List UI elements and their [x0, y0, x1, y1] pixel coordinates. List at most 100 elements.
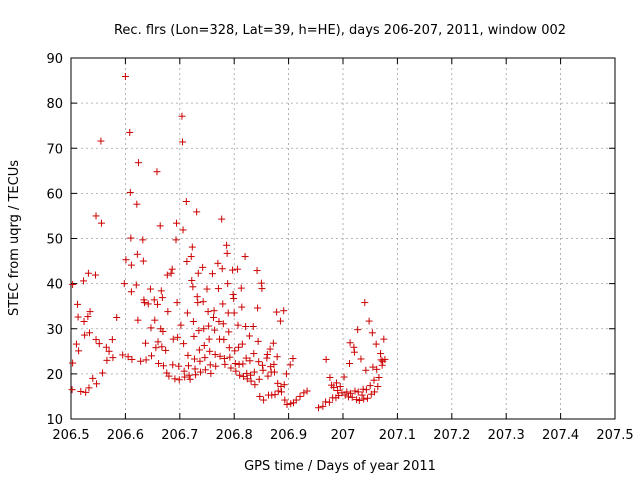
plot-frame [70, 57, 616, 420]
data-point [354, 326, 362, 334]
data-point [220, 355, 228, 363]
data-point [225, 344, 233, 352]
data-point [229, 290, 237, 298]
data-point [150, 296, 158, 304]
data-point [93, 380, 101, 388]
data-point [156, 222, 164, 230]
data-point [122, 256, 130, 264]
data-point [188, 276, 196, 284]
data-point [132, 281, 140, 289]
data-point [191, 365, 199, 373]
data-point [278, 388, 286, 396]
data-point [270, 360, 278, 368]
data-point [239, 360, 247, 368]
data-point [212, 362, 220, 370]
data-point [355, 396, 363, 404]
data-point [147, 324, 155, 332]
data-point [362, 366, 370, 374]
data-points [68, 73, 389, 412]
data-point [368, 329, 376, 337]
data-point [263, 350, 271, 358]
data-point [214, 259, 222, 267]
data-point [74, 300, 82, 308]
data-point [185, 362, 193, 370]
data-point [199, 263, 207, 271]
data-point [363, 394, 371, 402]
data-point [126, 188, 134, 196]
data-point [225, 328, 233, 336]
data-point [350, 343, 358, 351]
data-point [347, 389, 355, 397]
data-point [296, 392, 304, 400]
data-point [165, 372, 173, 380]
data-point [201, 354, 209, 362]
y-tick-label: 30 [46, 323, 63, 338]
data-point [168, 265, 176, 273]
data-point [120, 280, 128, 288]
data-point [380, 335, 388, 343]
x-tick-label: 207.4 [542, 428, 579, 443]
data-point [260, 396, 268, 404]
data-point [205, 322, 213, 330]
data-point [102, 343, 110, 351]
data-point [69, 281, 77, 289]
data-point [201, 366, 209, 374]
y-axis-label: STEC from uqrg / TECUs [7, 160, 22, 316]
x-tick-label: 206.5 [52, 428, 89, 443]
x-tick-label: 206.7 [161, 428, 198, 443]
data-point [142, 339, 150, 347]
data-point [137, 357, 145, 365]
data-point [366, 382, 374, 390]
data-point [182, 197, 190, 205]
data-point [186, 375, 194, 383]
data-point [378, 361, 386, 369]
data-point [258, 285, 266, 293]
data-point [68, 386, 76, 394]
data-point [157, 287, 165, 295]
data-point [375, 373, 383, 381]
data-point [119, 351, 127, 359]
data-point [85, 329, 93, 337]
x-tick-label: 207.1 [379, 428, 416, 443]
data-point [84, 313, 92, 321]
data-point [282, 370, 290, 378]
data-point [109, 354, 117, 362]
data-point [181, 373, 189, 381]
data-point [179, 226, 187, 234]
data-point [315, 404, 323, 412]
data-point [153, 300, 161, 308]
data-point [360, 395, 368, 403]
data-point [97, 219, 105, 227]
data-point [234, 321, 242, 329]
data-point [103, 356, 111, 364]
data-point [336, 383, 344, 391]
data-point [254, 304, 262, 312]
data-point [215, 318, 223, 326]
data-point [192, 371, 200, 379]
data-point [346, 359, 354, 367]
data-point [153, 168, 161, 176]
data-point [134, 159, 142, 167]
data-point [256, 392, 264, 400]
data-point [164, 308, 172, 316]
data-point [211, 326, 219, 334]
data-point [350, 348, 358, 356]
data-point [194, 299, 202, 307]
data-point [351, 387, 359, 395]
data-point [194, 269, 202, 277]
data-point [174, 333, 182, 341]
data-point [173, 299, 181, 307]
data-point [319, 402, 327, 410]
data-point [151, 316, 159, 324]
data-point [204, 308, 212, 316]
data-point [340, 373, 348, 381]
data-point [195, 327, 203, 335]
data-point [162, 346, 170, 354]
data-point [223, 249, 231, 257]
data-point [247, 377, 255, 385]
data-point [218, 215, 226, 223]
data-point [269, 339, 277, 347]
data-point [255, 358, 263, 366]
data-point [326, 373, 334, 381]
data-point [258, 361, 266, 369]
